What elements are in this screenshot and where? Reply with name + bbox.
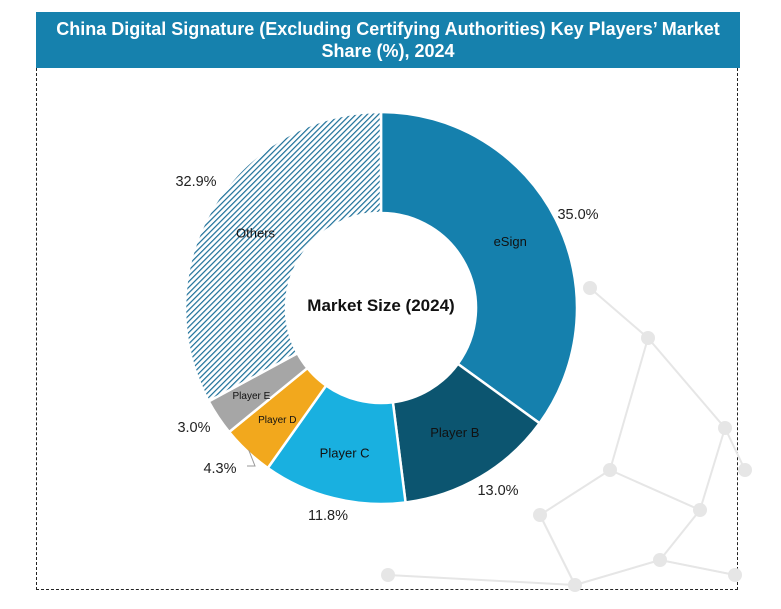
chart-frame [36,68,738,590]
slice-label-esign: eSign [494,234,527,249]
network-line [589,287,649,339]
network-line [574,559,661,586]
value-label-player-c: 11.8% [308,508,348,524]
network-node [693,503,707,517]
network-node [653,553,667,567]
value-label-esign: 35.0% [557,207,598,223]
network-node [583,281,597,295]
slice-label-player-c: Player C [320,446,370,461]
network-line [609,469,701,511]
network-node [533,508,547,522]
network-line [724,427,746,471]
network-node [718,421,732,435]
value-label-player-d: 4.3% [203,461,236,477]
network-node [641,331,655,345]
leader-lines-group [247,449,256,467]
network-node [738,463,752,477]
slice-label-others: Others [236,225,276,240]
value-label-player-b: 13.0% [477,483,518,499]
slice-label-player-e: Player E [233,391,271,402]
chart-title-line-1: China Digital Signature (Excluding Certi… [56,19,720,39]
chart-title-line-2: Share (%), 2024 [321,41,455,61]
network-line [387,574,576,586]
network-line [699,427,726,511]
network-line [659,509,701,561]
slices-group [183,110,579,506]
slice-label-player-b: Player B [430,425,479,440]
chart-title: China Digital Signature (Excluding Certi… [36,12,740,68]
network-line [609,337,649,471]
network-node [603,463,617,477]
center-label: Market Size (2024) [307,296,454,315]
slice-label-player-d: Player D [258,415,296,426]
slice-others [183,110,383,404]
slice-esign [379,110,579,425]
value-label-others: 32.9% [175,174,216,190]
network-node [381,568,395,582]
network-line [647,337,726,429]
background-network-decoration [381,281,752,592]
network-node [568,578,582,592]
network-node [728,568,742,582]
network-line [539,469,611,516]
network-line [659,559,736,576]
value-label-player-e: 3.0% [177,420,210,436]
network-line [539,514,576,586]
labels-group: eSign Player B Player C Player D Player E Oth… [175,174,598,524]
leader-line-player-d [247,449,256,467]
